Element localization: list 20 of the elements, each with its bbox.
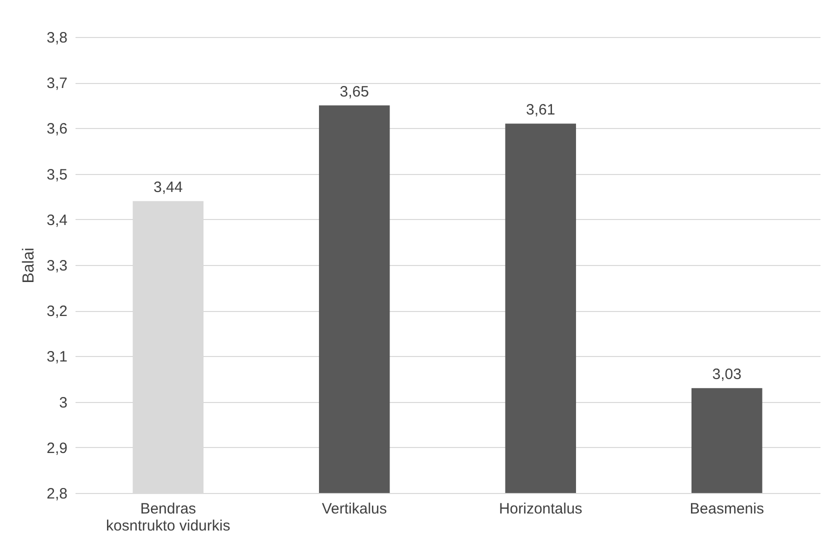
data-label: 3,03	[712, 366, 742, 384]
x-tick-label: Beasmenis	[690, 500, 764, 518]
data-label: 3,44	[154, 179, 183, 196]
y-tick-label: 3,1	[46, 348, 68, 366]
y-tick-label: 3,8	[46, 30, 68, 46]
y-tick-label: 3,5	[46, 166, 68, 184]
y-axis-title: Balai	[20, 248, 38, 284]
x-tick-label: Horizontalus	[498, 500, 582, 518]
y-tick-label: 3,2	[46, 303, 68, 320]
data-label: 3,61	[526, 102, 556, 119]
y-tick-label: 2,8	[46, 486, 68, 502]
data-label: 3,65	[340, 83, 369, 100]
y-tick-label: 3	[59, 394, 68, 412]
y-tick-label: 3,3	[46, 258, 68, 274]
y-tick-label: 3,7	[46, 75, 68, 92]
y-tick-label: 2,9	[46, 440, 68, 457]
y-tick-label: 3,4	[46, 212, 68, 229]
x-tick-label: Bendras kosntrukto vidurkis	[106, 500, 230, 534]
x-tick-label: Vertikalus	[322, 500, 387, 518]
y-tick-label: 3,6	[46, 120, 68, 138]
